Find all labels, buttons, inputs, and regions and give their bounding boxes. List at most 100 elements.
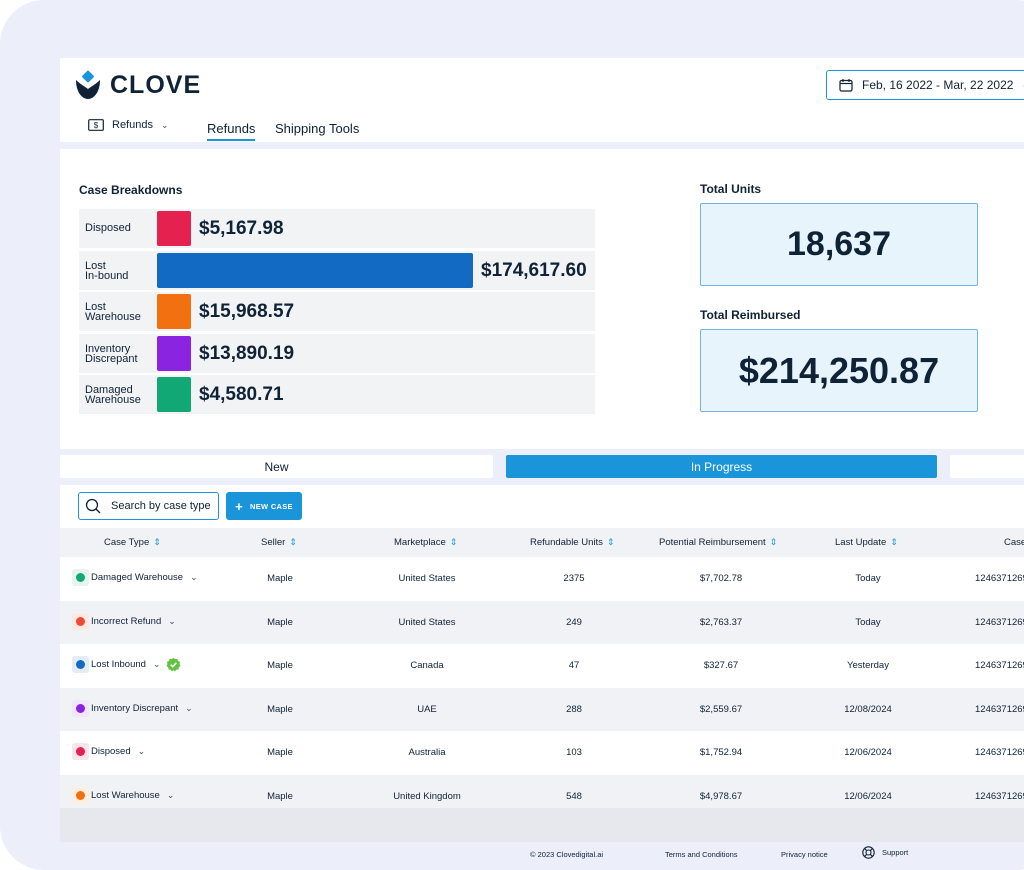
chevron-down-icon[interactable]: ⌄ — [190, 572, 198, 582]
breakdown-label: Lost In-bound — [85, 259, 129, 282]
sort-icon: ⇕ — [606, 537, 615, 547]
chevron-down-icon[interactable]: ⌄ — [152, 659, 161, 669]
tab-new[interactable]: New — [60, 455, 493, 478]
total-units-value: 18,637 — [700, 203, 978, 286]
tab-in-progress[interactable]: In Progress — [506, 455, 937, 478]
case-type-dot-wrap — [72, 743, 89, 760]
status-dot — [76, 616, 85, 626]
clove-logo-icon — [76, 70, 100, 99]
case-type-dot-wrap — [72, 699, 89, 717]
column-header-potential-reimbursement[interactable]: Potential Reimbursement ⇕ — [659, 537, 778, 548]
sort-icon: ⇕ — [890, 537, 898, 547]
case-id-cell: 1246371269 — [975, 703, 1024, 715]
case-type-cell[interactable]: Lost Inbound ⌄ — [72, 656, 182, 673]
tab-other[interactable] — [950, 455, 1024, 478]
date-range-picker[interactable]: Feb, 16 2022 - Mar, 22 2022 ⌄ — [826, 70, 1024, 100]
column-header-case-type[interactable]: Case Type ⇕ — [104, 537, 161, 548]
svg-text:$: $ — [94, 121, 99, 130]
chevron-down-icon[interactable]: ⌄ — [137, 746, 146, 756]
seller-cell: Maple — [267, 790, 293, 802]
chevron-down-icon[interactable]: ⌄ — [168, 615, 176, 626]
logo[interactable]: CLOVE — [72, 70, 201, 100]
case-id-cell: 1246371269 — [975, 747, 1024, 758]
case-type-cell[interactable]: Incorrect Refund ⌄ — [72, 612, 176, 630]
column-header-refundable-units[interactable]: Refundable Units ⇕ — [530, 537, 615, 548]
table-row[interactable]: Inventory Discrepant ⌄ Maple UAE 288 $2,559.6… — [60, 687, 1024, 731]
case-type-label: Lost Warehouse — [91, 789, 160, 801]
table-row[interactable]: Lost Inbound ⌄ Maple Canada 47 $327.67 Yesterd… — [60, 644, 1024, 688]
breakdown-row[interactable]: Damaged Warehouse $4,580.71 — [79, 375, 595, 414]
last-update-cell: Today — [855, 616, 881, 628]
footer-copyright: © 2023 Clovedigital.ai — [530, 850, 604, 859]
column-header-case[interactable]: Case — [1004, 537, 1024, 548]
chevron-down-icon[interactable]: ⌄ — [185, 702, 193, 713]
column-header-marketplace[interactable]: Marketplace ⇕ — [394, 537, 458, 548]
potential-reimbursement-cell: $2,763.37 — [699, 616, 743, 628]
column-header-seller[interactable]: Seller ⇕ — [261, 537, 297, 548]
support-label: Support — [882, 848, 909, 857]
table-row[interactable]: Damaged Warehouse ⌄ Maple United States 2375… — [60, 557, 1024, 601]
breakdown-bar — [157, 252, 473, 288]
case-type-label: Disposed — [91, 746, 131, 757]
status-dot — [76, 747, 85, 756]
footer-support-link[interactable]: Support — [862, 846, 908, 859]
case-type-label: Inventory Discrepant — [91, 702, 179, 714]
breakdown-row[interactable]: Disposed $5,167.98 — [79, 209, 595, 248]
refundable-units-cell: 2375 — [563, 573, 585, 584]
breakdown-row[interactable]: Inventory Discrepant $13,890.19 — [79, 333, 595, 373]
marketplace-cell: Australia — [408, 747, 446, 758]
breakdown-value: $174,617.60 — [481, 259, 587, 281]
last-update-cell: 12/08/2024 — [844, 703, 892, 715]
new-case-button[interactable]: + NEW CASE — [226, 492, 302, 520]
breakdown-label: Inventory Discrepant — [85, 342, 138, 365]
case-type-cell[interactable]: Disposed ⌄ — [72, 743, 145, 760]
case-type-cell[interactable]: Lost Warehouse ⌄ — [72, 786, 175, 804]
seller-cell: Maple — [267, 573, 293, 584]
seller-cell: Maple — [267, 703, 293, 715]
marketplace-cell: United States — [398, 573, 456, 584]
module-select-value: Refunds — [112, 119, 153, 131]
breakdown-label: Disposed — [85, 222, 131, 234]
breakdown-value: $5,167.98 — [199, 218, 284, 239]
case-type-dot-wrap — [72, 569, 89, 586]
footer-terms-link[interactable]: Terms and Conditions — [665, 850, 738, 859]
search-box[interactable] — [78, 492, 219, 520]
refundable-units-cell: 249 — [566, 616, 582, 628]
potential-reimbursement-cell: $1,752.94 — [699, 747, 743, 758]
marketplace-cell: United Kingdom — [393, 790, 461, 802]
breakdown-value: $13,890.19 — [199, 342, 295, 364]
last-update-cell: Yesterday — [847, 660, 889, 671]
case-type-label: Damaged Warehouse — [91, 572, 184, 583]
seller-cell: Maple — [267, 660, 293, 671]
marketplace-cell: Canada — [410, 660, 444, 671]
breakdown-value: $4,580.71 — [199, 384, 284, 405]
search-input[interactable] — [111, 500, 215, 512]
tab-refunds[interactable]: Refunds — [207, 121, 256, 141]
potential-reimbursement-cell: $2,559.67 — [699, 703, 743, 715]
total-reimbursed-label: Total Reimbursed — [700, 308, 801, 322]
chevron-down-icon[interactable]: ⌄ — [166, 789, 175, 800]
refundable-units-cell: 47 — [568, 660, 580, 671]
total-reimbursed-value: $214,250.87 — [700, 329, 978, 412]
footer-privacy-link[interactable]: Privacy notice — [781, 850, 828, 859]
tab-shipping-tools[interactable]: Shipping Tools — [275, 121, 360, 136]
breakdown-row[interactable]: Lost Warehouse $15,968.57 — [79, 292, 595, 331]
module-select[interactable]: $ Refunds ⌄ — [88, 119, 169, 131]
status-dot — [76, 703, 85, 713]
case-id-cell: 1246371269 — [975, 616, 1024, 628]
plus-icon: + — [235, 498, 244, 514]
case-type-cell[interactable]: Damaged Warehouse ⌄ — [72, 569, 198, 586]
marketplace-cell: UAE — [417, 703, 437, 715]
potential-reimbursement-cell: $4,978.67 — [699, 790, 743, 802]
breakdown-row[interactable]: Lost In-bound $174,617.60 — [79, 250, 595, 290]
case-breakdown-chart: Disposed $5,167.98 Lost In-bound $174,617… — [79, 209, 595, 417]
search-icon — [85, 498, 101, 514]
table-row[interactable]: Disposed ⌄ Maple Australia 103 $1,752.94 12/06… — [60, 731, 1024, 775]
cases-table-panel: + NEW CASE Case Type⇕ Seller⇕ Marketplac… — [60, 485, 1024, 842]
seller-cell: Maple — [267, 747, 293, 758]
new-case-label: NEW CASE — [250, 501, 293, 511]
column-header-last-update[interactable]: Last Update ⇕ — [835, 537, 898, 548]
case-type-cell[interactable]: Inventory Discrepant ⌄ — [72, 699, 193, 717]
table-row[interactable]: Incorrect Refund ⌄ Maple United States 249 $2… — [60, 600, 1024, 644]
